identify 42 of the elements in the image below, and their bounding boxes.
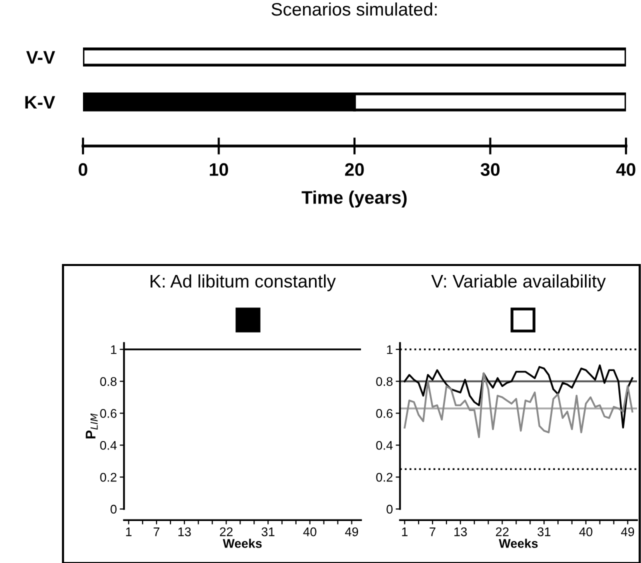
y-tick-label: K-V — [25, 96, 56, 108]
x-tick-label: 13 — [454, 527, 467, 536]
x-tick-label: 31 — [262, 527, 274, 536]
y-tick-label: 0.2 — [100, 472, 116, 482]
y-tick-label: 1 — [111, 345, 116, 354]
x-tick-label: 10 — [210, 163, 228, 176]
x-tick-label: 20 — [345, 163, 364, 176]
y-tick-label: V-V — [26, 51, 56, 64]
y-axis-title: P$_{LIM}$ — [86, 413, 98, 438]
x-tick-label: 40 — [579, 527, 592, 536]
x-axis-title: Weeks — [498, 538, 538, 548]
x-tick-label: 40 — [303, 527, 316, 536]
y-tick-label: 0.2 — [376, 472, 392, 482]
y-tick-label: 1 — [387, 345, 392, 354]
x-tick-label: 40 — [616, 163, 636, 176]
x-axis-title: Weeks — [222, 538, 262, 548]
x-tick-label: 22 — [496, 527, 509, 536]
chart-title: K: Ad libitum constantly — [150, 274, 336, 292]
x-tick-label: 1 — [126, 528, 132, 536]
x-axis-title: Time (years) — [302, 190, 407, 208]
x-tick-label: 7 — [154, 528, 160, 536]
y-tick-label: 0.6 — [376, 409, 393, 418]
y-tick-label: 0.4 — [376, 440, 393, 450]
y-tick-label: 0.6 — [100, 409, 117, 418]
y-tick-label: 0.8 — [100, 377, 117, 386]
x-tick-label: 7 — [430, 528, 436, 536]
y-tick-label: 0.4 — [100, 440, 117, 450]
x-tick-label: 1 — [402, 528, 408, 536]
chart-title: Scenarios simulated: — [272, 2, 437, 16]
x-tick-label: 13 — [178, 527, 191, 536]
y-tick-label: 0 — [386, 504, 393, 514]
line-series — [404, 372, 634, 438]
x-tick-label: 49 — [621, 527, 634, 536]
x-tick-label: 30 — [480, 163, 500, 176]
x-tick-label: 0 — [78, 163, 88, 176]
chart-title: V: Variable availability — [431, 274, 606, 292]
x-tick-label: 22 — [220, 527, 233, 536]
y-tick-label: 0 — [110, 504, 117, 514]
line-series — [404, 364, 634, 428]
y-tick-label: 0.8 — [376, 377, 393, 386]
x-tick-label: 31 — [538, 527, 550, 536]
x-tick-label: 49 — [345, 527, 358, 536]
